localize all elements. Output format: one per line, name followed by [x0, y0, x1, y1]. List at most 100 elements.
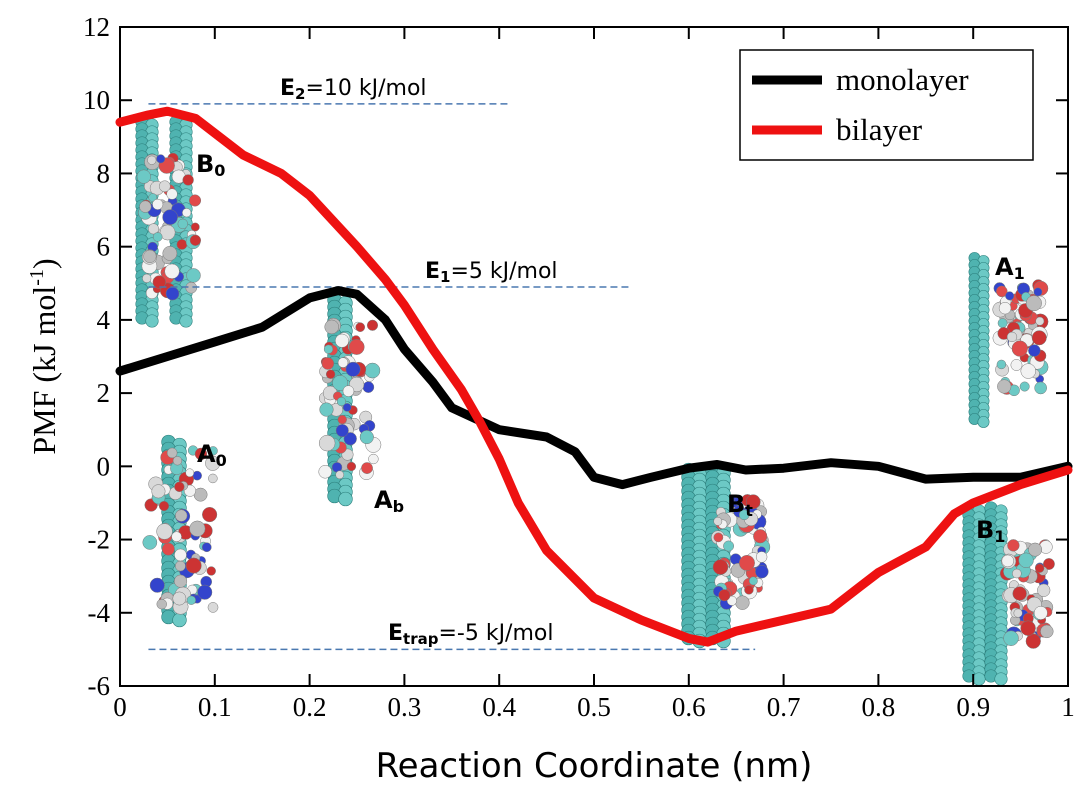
peptide-atom	[174, 481, 185, 492]
x-tick-label: 1	[1061, 692, 1075, 722]
peptide-atom	[364, 362, 381, 379]
y-tick-label: 12	[83, 12, 110, 42]
peptide-atom	[165, 286, 180, 301]
peptide-atom	[336, 396, 346, 407]
peptide-atom	[174, 548, 187, 562]
structure-label-main: B	[196, 150, 214, 178]
peptide-atom	[1020, 620, 1036, 636]
peptide-atom	[755, 564, 769, 579]
peptide-atom	[1028, 542, 1043, 557]
x-tick-label: 0.4	[482, 692, 516, 722]
structure-label: B1	[976, 516, 1005, 546]
peptide-atom	[189, 520, 206, 537]
structure-label: A1	[995, 253, 1025, 283]
peptide-atom	[1001, 554, 1014, 568]
peptide-atom	[172, 591, 187, 606]
peptide-atom	[744, 585, 754, 595]
peptide-atom	[174, 574, 188, 588]
peptide-atom	[156, 598, 167, 610]
peptide-atom	[345, 361, 361, 377]
peptide-atom	[323, 344, 334, 354]
peptide-atom	[197, 584, 213, 600]
peptide-atom	[1033, 287, 1043, 297]
x-tick-label: 0.9	[956, 692, 990, 722]
peptide-atom	[998, 301, 1012, 315]
structure-label: B0	[196, 150, 225, 180]
structure-label-sub: b	[393, 497, 404, 516]
x-tick-label: 0.8	[862, 692, 896, 722]
energy-label-main: E	[280, 76, 295, 101]
x-tick-label: 0.6	[672, 692, 706, 722]
structure-label-main: B	[727, 490, 745, 518]
peptide-atom	[189, 234, 201, 246]
structure-label: A0	[197, 440, 227, 470]
peptide-atom	[1010, 359, 1023, 371]
peptide-atom	[1020, 363, 1036, 379]
y-axis-label-sup: -1	[26, 269, 48, 286]
series-line	[115, 286, 1073, 490]
energy-label-main: E	[388, 621, 403, 646]
peptide-atom	[158, 180, 171, 193]
peptide-atom	[723, 540, 735, 552]
peptide-atom	[166, 188, 178, 200]
peptide-atom	[142, 535, 158, 550]
nanotube-bead	[172, 612, 187, 628]
peptide-atom	[335, 424, 349, 438]
peptide-atom	[1034, 381, 1047, 395]
y-tick-label: -6	[88, 671, 111, 701]
structure-label-main: A	[995, 253, 1014, 281]
peptide-atom	[318, 434, 336, 452]
energy-label-sub: trap	[403, 630, 439, 648]
peptide-atom	[362, 381, 375, 393]
peptide-atom	[177, 218, 188, 230]
y-tick-label: 4	[97, 305, 111, 335]
nanotube-bead	[977, 416, 990, 428]
peptide-atom	[748, 576, 758, 586]
peptide-atom	[996, 359, 1007, 370]
nanotube-bead	[994, 672, 1008, 686]
energy-label-text: =5 kJ/mol	[450, 259, 557, 284]
peptide-atom	[753, 529, 768, 544]
peptide-atom	[319, 402, 334, 417]
peptide-atom	[152, 232, 163, 242]
peptide-atom	[324, 319, 339, 335]
peptide-atom	[1011, 340, 1028, 357]
peptide-atom	[172, 456, 183, 466]
peptide-atom	[156, 523, 173, 540]
nanotube-bead	[338, 491, 353, 507]
peptide-atom	[1033, 606, 1048, 620]
peptide-atom	[185, 281, 198, 294]
nanotube-bead	[145, 314, 159, 328]
peptide-atom	[325, 369, 336, 379]
x-tick-label: 0.3	[388, 692, 422, 722]
peptide-atom	[147, 155, 157, 165]
peptide-atom	[190, 222, 200, 232]
peptide-atom	[337, 414, 347, 425]
peptide-atom	[152, 275, 166, 289]
x-tick-label: 0.7	[767, 692, 801, 722]
peptide-atom	[1012, 586, 1027, 601]
peptide-atom	[161, 542, 175, 556]
peptide-atom	[185, 557, 202, 574]
peptide-atom	[1035, 563, 1045, 573]
y-tick-label: 8	[97, 158, 111, 188]
y-tick-label: 10	[83, 85, 110, 115]
x-axis-label: Reaction Coordinate (nm)	[376, 746, 813, 786]
peptide-atom	[361, 462, 373, 474]
structure-label-main: A	[197, 440, 216, 468]
peptide-atom	[194, 447, 208, 461]
peptide-atom	[164, 263, 180, 279]
peptide-atom	[1037, 583, 1051, 597]
peptide-atom	[348, 339, 365, 355]
peptide-atom	[208, 446, 218, 456]
peptide-atom	[143, 249, 157, 263]
structure-label-sub: 1	[994, 527, 1005, 546]
structure-label-sub: t	[745, 501, 753, 520]
peptide-atom	[726, 595, 737, 606]
peptide-atom	[997, 318, 1008, 328]
structure-label-main: A	[374, 486, 393, 514]
molecule-images	[135, 115, 1055, 686]
peptide-atom	[206, 566, 216, 576]
peptide-atom	[182, 174, 194, 186]
